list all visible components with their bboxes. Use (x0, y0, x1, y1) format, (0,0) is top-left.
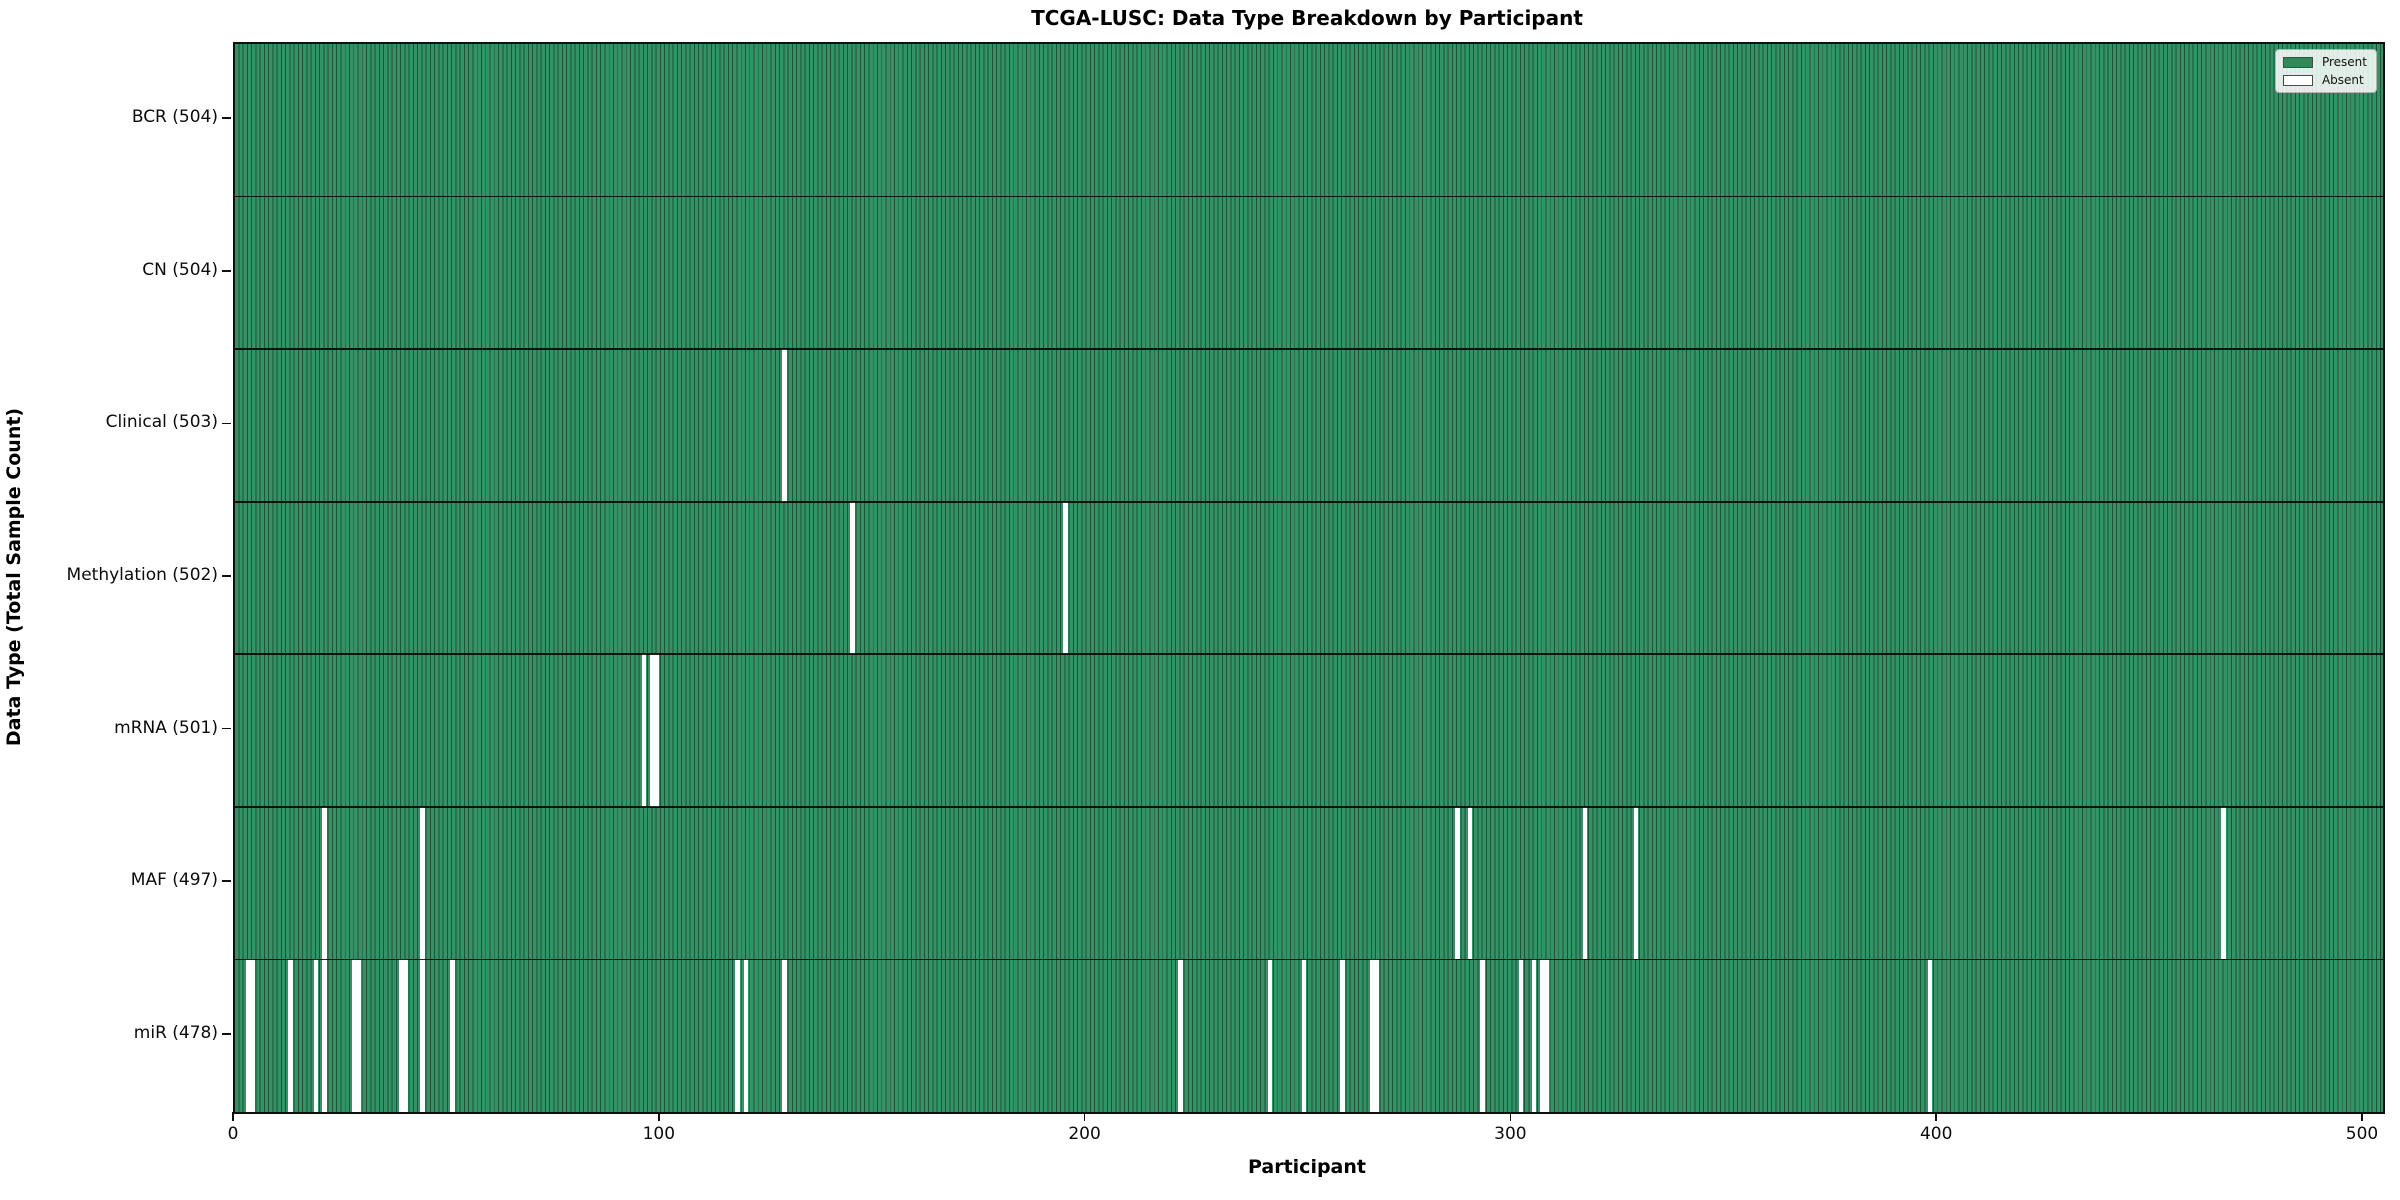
absent-gap-mRNA-98 (650, 654, 655, 807)
absent-gap-Methylation-145 (850, 501, 855, 655)
row-separator (235, 958, 2383, 961)
absent-gap-miR-267 (1369, 959, 1375, 1112)
y-tick-label-CN: CN (504) (142, 259, 218, 280)
absent-gap-miR-129 (782, 959, 787, 1112)
x-tick-label-500: 500 (2345, 1124, 2379, 1144)
row-separator (235, 348, 2383, 350)
x-tick-0 (232, 1112, 234, 1121)
absent-gap-mRNA-96 (641, 654, 647, 807)
row-MAF (235, 806, 2383, 960)
absent-gap-mRNA-99 (654, 654, 660, 807)
x-tick-label-200: 200 (1068, 1124, 1101, 1144)
y-tick-label-miR: miR (478) (133, 1022, 218, 1043)
y-tick-miR (222, 1032, 231, 1035)
x-tick-500 (2361, 1112, 2363, 1121)
legend-item-absent: Absent (2282, 73, 2367, 87)
row-separator (235, 195, 2383, 198)
absent-gap-miR-268 (1374, 959, 1379, 1112)
x-tick-label-400: 400 (1919, 1124, 1953, 1144)
absent-gap-MAF-290 (1467, 806, 1473, 960)
chart-title: TCGA-LUSC: Data Type Breakdown by Partic… (1031, 6, 1583, 30)
absent-gap-MAF-317 (1582, 806, 1588, 960)
absent-gap-miR-243 (1267, 959, 1273, 1112)
legend-label-absent: Absent (2321, 73, 2364, 87)
x-axis-label: Participant (1247, 1156, 1366, 1178)
absent-gap-miR-40 (403, 959, 408, 1112)
absent-gap-MAF-287 (1454, 806, 1460, 960)
absent-gap-MAF-467 (2221, 806, 2227, 960)
legend-item-present: Present (2282, 55, 2367, 69)
x-tick-label-100: 100 (642, 1124, 676, 1144)
plot-area: Present Absent (233, 42, 2385, 1114)
absent-gap-miR-21 (322, 959, 327, 1112)
y-tick-CN (222, 270, 231, 272)
y-tick-label-MAF: MAF (497) (130, 870, 218, 891)
absent-gap-miR-19 (313, 959, 319, 1112)
absent-gap-miR-305 (1531, 959, 1537, 1112)
absent-gap-MAF-329 (1633, 806, 1639, 960)
absent-gap-miR-118 (735, 959, 740, 1112)
absent-gap-miR-4 (249, 959, 255, 1112)
legend-label-present: Present (2321, 55, 2367, 69)
absent-swatch (2282, 74, 2313, 86)
row-mRNA (235, 654, 2383, 807)
absent-gap-miR-260 (1339, 959, 1345, 1112)
absent-gap-miR-222 (1178, 959, 1183, 1112)
y-tick-label-Clinical: Clinical (503) (105, 412, 218, 433)
y-tick-label-BCR: BCR (504) (131, 107, 218, 128)
absent-gap-miR-13 (288, 959, 293, 1112)
y-tick-label-Methylation: Methylation (502) (66, 565, 218, 585)
absent-gap-miR-51 (450, 959, 455, 1112)
absent-gap-miR-44 (420, 959, 425, 1112)
y-tick-Methylation (222, 575, 231, 577)
y-tick-label-mRNA: mRNA (501) (114, 717, 218, 738)
row-separator (235, 500, 2383, 503)
absent-gap-miR-302 (1518, 959, 1524, 1112)
present-swatch (2282, 56, 2313, 68)
row-Clinical (235, 349, 2383, 502)
x-tick-300 (1509, 1112, 1512, 1121)
absent-gap-miR-28 (352, 959, 357, 1112)
legend: Present Absent (2274, 49, 2377, 93)
row-Methylation (235, 501, 2383, 655)
absent-gap-Clinical-129 (782, 349, 787, 502)
absent-gap-miR-39 (398, 959, 404, 1112)
row-CN (235, 196, 2383, 350)
y-tick-mRNA (222, 727, 231, 730)
y-tick-Clinical (222, 422, 231, 425)
y-tick-MAF (222, 880, 231, 882)
y-tick-BCR (222, 117, 231, 120)
absent-gap-MAF-21 (322, 806, 327, 960)
y-axis-label: Data Type (Total Sample Count) (3, 407, 25, 747)
row-miR (235, 959, 2383, 1112)
absent-gap-miR-307 (1540, 959, 1545, 1112)
x-tick-100 (658, 1112, 660, 1121)
absent-gap-miR-3 (245, 959, 251, 1112)
absent-gap-MAF-44 (420, 806, 425, 960)
row-separator (235, 806, 2383, 808)
x-tick-label-0: 0 (227, 1124, 239, 1144)
x-tick-200 (1083, 1112, 1086, 1121)
x-tick-label-300: 300 (1494, 1124, 1527, 1144)
row-BCR (235, 44, 2383, 197)
absent-gap-miR-398 (1927, 959, 1933, 1112)
absent-gap-miR-308 (1544, 959, 1549, 1112)
row-separator (235, 653, 2383, 656)
absent-gap-miR-293 (1480, 959, 1486, 1112)
absent-gap-miR-120 (743, 959, 749, 1112)
absent-gap-Methylation-195 (1063, 501, 1068, 655)
x-tick-400 (1935, 1112, 1937, 1121)
absent-gap-miR-251 (1301, 959, 1307, 1112)
absent-gap-miR-29 (356, 959, 361, 1112)
